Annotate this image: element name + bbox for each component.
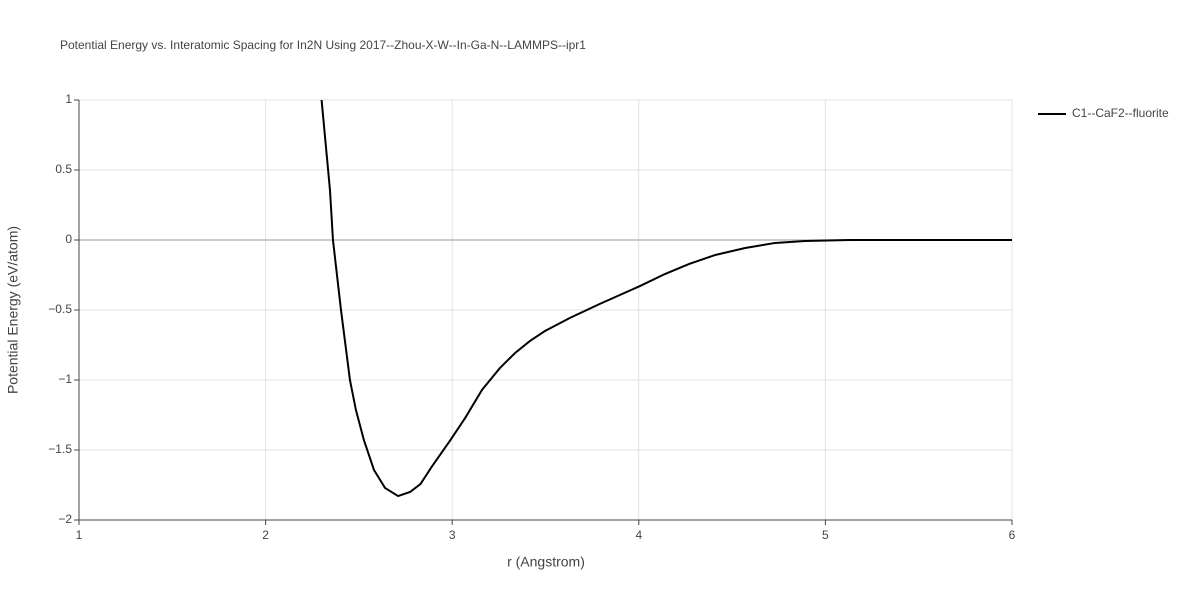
x-tick-label: 3 [449,528,456,542]
x-axis-title: r (Angstrom) [507,554,585,570]
y-tick-label: 0 [65,232,72,246]
y-tick-label: 0.5 [55,162,72,176]
legend-label: C1--CaF2--fluorite [1072,106,1169,120]
x-tick-label: 1 [76,528,83,542]
x-tick-label: 5 [822,528,829,542]
y-tick-label: −1.5 [48,442,72,456]
y-tick-label: −2 [58,512,72,526]
chart-title: Potential Energy vs. Interatomic Spacing… [60,38,586,52]
data-line [320,99,1012,498]
y-tick-label: 1 [65,92,72,106]
x-tick-label: 2 [262,528,269,542]
x-tick-label: 4 [635,528,642,542]
y-tick-label: −1 [58,372,72,386]
y-axis-title: Potential Energy (eV/atom) [5,226,21,394]
y-tick-label: −0.5 [48,302,72,316]
x-tick-label: 6 [1009,528,1016,542]
